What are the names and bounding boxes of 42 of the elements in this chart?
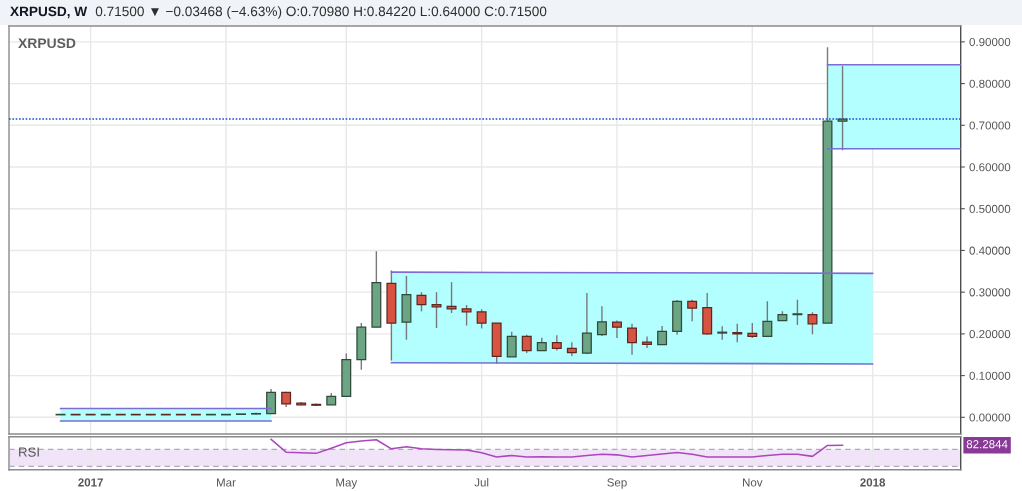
candlestick (566, 341, 577, 357)
y-tick-label: 0.10000 (969, 371, 1011, 380)
x-tick-label: Jul (474, 478, 489, 487)
y-tick-label: 0.60000 (969, 163, 1011, 172)
annotation: XRPUSD (18, 38, 76, 49)
candlestick (687, 298, 698, 323)
candlestick (732, 323, 743, 343)
candlestick (762, 300, 773, 338)
candlestick (581, 292, 592, 355)
y-tick-label: 0.20000 (969, 330, 1011, 339)
x-tick-label: 2017 (78, 478, 103, 487)
candlestick (506, 331, 517, 358)
x-tick-label: Nov (743, 478, 763, 487)
candlestick (807, 311, 818, 335)
candlestick (792, 298, 803, 326)
y-tick-label: 0.70000 (969, 121, 1011, 130)
x-tick-label: 2018 (860, 478, 886, 487)
y-tick-label: 0.40000 (969, 246, 1011, 255)
candlestick (657, 325, 668, 346)
y-tick-label: 0.00000 (969, 413, 1011, 422)
candlestick (476, 308, 487, 330)
candlestick (611, 319, 622, 339)
candlestick (431, 291, 442, 329)
x-tick-label: May (336, 478, 358, 489)
candlestick (837, 65, 848, 152)
candlestick (461, 304, 472, 327)
candlestick (627, 323, 637, 356)
candlestick (642, 335, 653, 349)
candlestick (521, 334, 532, 354)
x-tick-label: Mar (217, 478, 236, 487)
y-tick-label: 0.90000 (969, 37, 1011, 47)
candlestick (416, 291, 427, 313)
candlestick (266, 388, 277, 415)
y-tick-label: 0.80000 (969, 79, 1011, 88)
candlestick (596, 305, 607, 337)
y-tick-label: 0.30000 (969, 288, 1011, 297)
text: 82.2844 (966, 440, 1008, 449)
y-tick-label: 0.50000 (969, 204, 1011, 214)
x-tick-label: Sep (607, 478, 627, 489)
chart-title: RSI (19, 447, 39, 457)
chart-title: XRPUSD, W (10, 6, 88, 19)
chart-subtitle: 0.71500 ▼ −0.03468 (−4.63%) O:0.70980 H:0.84220 L:0.64000 C:0.71500 (95, 6, 547, 19)
